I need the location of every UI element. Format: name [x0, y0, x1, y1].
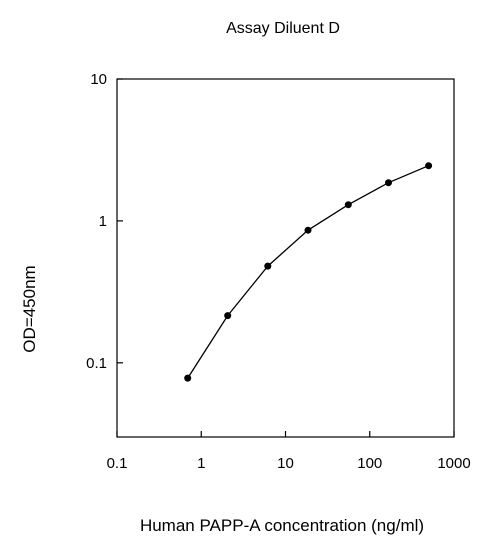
- data-point: [385, 179, 392, 187]
- y-axis: 0.1 1 10: [86, 71, 123, 372]
- data-point: [184, 374, 192, 382]
- chart-title: Assay Diluent D: [226, 20, 340, 37]
- x-tick-label: 10: [277, 455, 294, 472]
- x-tick-label: 1: [197, 455, 205, 472]
- data-point: [304, 226, 312, 234]
- y-axis-title: OD=450nm: [20, 265, 39, 352]
- series-layer: [184, 162, 433, 382]
- x-tick-label: 100: [357, 455, 382, 472]
- data-point: [264, 262, 272, 270]
- series-line: [187, 165, 429, 379]
- y-tick-label: 0.1: [86, 355, 107, 372]
- data-point: [344, 201, 352, 209]
- x-tick-label: 1000: [437, 455, 470, 472]
- y-tick-label: 1: [99, 213, 107, 230]
- data-point: [224, 312, 232, 320]
- x-axis: 0.1 1 10 100 1000: [107, 431, 471, 472]
- y-tick-label: 10: [90, 71, 107, 88]
- data-point: [425, 162, 433, 170]
- x-tick-label: 0.1: [107, 455, 128, 472]
- plot-area-frame: [116, 78, 455, 438]
- x-axis-title: Human PAPP-A concentration (ng/ml): [140, 516, 424, 535]
